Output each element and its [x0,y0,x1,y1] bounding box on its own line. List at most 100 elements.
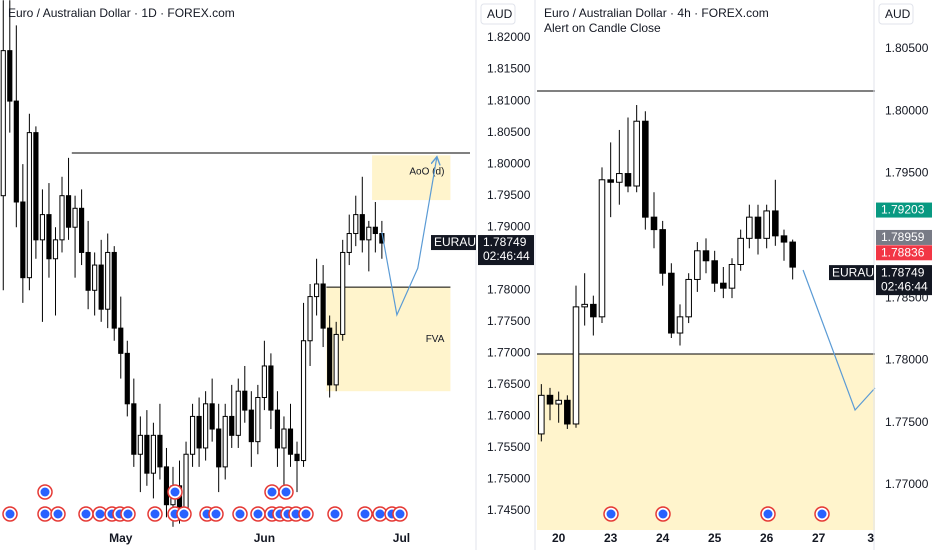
zone-label: AoO (d) [409,166,444,177]
event-icon-inner [395,509,405,519]
symbol-tag [431,235,476,251]
projection-path [802,269,876,412]
candle-body [340,251,346,335]
x-tick-label: Jun [254,531,275,545]
candle-body [294,453,300,462]
candle-body [98,264,104,310]
candle-body [52,239,59,260]
event-icon-inner [95,509,105,519]
candle-body [366,226,372,241]
event-icon-inner [235,509,245,519]
candle-body [274,409,281,449]
candle-body [694,250,701,280]
candle-body [780,235,788,243]
candle-body [118,327,124,354]
zone [372,155,451,201]
event-icon-inner [40,487,50,497]
candle-body [124,352,130,405]
candle-body [157,434,163,468]
candle-body [702,250,710,262]
x-tick-label: 20 [552,531,566,545]
candle-body [39,214,46,241]
candle-body [746,216,753,239]
countdown: 02:46:44 [483,249,530,263]
price-label: 1.78959 [881,230,925,244]
candle-body [564,399,571,425]
candle-body [616,173,623,183]
currency-box [878,3,914,25]
y-tick-label: 1.82000 [487,30,531,44]
x-tick-label: 24 [656,531,670,545]
candle-body [581,303,588,308]
event-icon-inner [658,509,668,519]
candle-body [711,260,718,284]
countdown: 02:46:44 [881,279,928,293]
y-tick-label: 1.79500 [487,188,531,202]
candle-body [20,201,26,279]
candle-body [281,428,287,449]
candle-body [598,179,606,318]
last-price-box [478,235,534,266]
event-icon-inner [81,509,91,519]
candle-body [590,303,597,318]
event-icon-inner [817,509,827,519]
candle-body [333,333,339,386]
candle-body [248,409,254,443]
event-icon-inner [330,509,340,519]
candle-body [222,415,228,468]
candle-body [255,397,261,443]
candle-body [300,340,307,462]
event-icon-inner [123,509,133,519]
zone-label: FVA [426,334,445,345]
candle-body [235,390,241,436]
candle-body [65,195,72,228]
candle-body [26,132,32,279]
candle-body [633,120,640,187]
candle-body [555,399,562,405]
candle-body [85,251,91,291]
x-tick-label: 3 [867,531,874,545]
event-icon-inner [253,509,263,519]
projection-path [381,158,437,317]
event-icon-inner [5,509,15,519]
candle-body [624,173,632,187]
y-tick-label: 1.81000 [487,93,531,107]
chart-title: Euro / Australian Dollar · 1D · FOREX.co… [8,6,235,20]
y-tick-label: 1.81500 [487,62,531,76]
x-tick-label: May [109,531,133,545]
candle-body [209,403,215,430]
symbol: EURAUD [832,265,883,279]
candle-body [163,466,170,506]
event-icon-inner [150,509,160,519]
candle-body [720,282,727,289]
y-tick-label: 1.78000 [885,353,929,367]
candle-body [92,264,98,291]
candle-body [287,428,294,455]
candle-body [789,241,796,268]
x-tick-label: Jul [393,531,410,545]
y-tick-label: 1.80500 [885,41,929,55]
candle-body [353,214,359,235]
event-icon-inner [763,509,773,519]
zone [326,287,451,392]
y-tick-label: 1.76000 [487,409,531,423]
candle-body [216,428,222,468]
y-tick-label: 1.76500 [487,377,531,391]
zone [537,353,875,530]
candle-body [320,283,326,329]
candle-body [607,179,614,183]
candle-body [203,403,209,449]
event-icon-inner [375,509,385,519]
event-icon-inner [40,509,50,519]
x-tick-label: 23 [604,531,618,545]
candle-body [372,226,378,235]
event-icon-inner [267,487,277,497]
y-tick-label: 1.80000 [885,103,929,117]
price-label: 1.79203 [881,203,925,217]
x-tick-label: 27 [812,531,826,545]
event-icon-inner [170,487,180,497]
price-label-box [876,245,932,261]
candle-body [144,434,150,474]
candle-body [196,415,202,449]
candle-body [659,229,666,274]
